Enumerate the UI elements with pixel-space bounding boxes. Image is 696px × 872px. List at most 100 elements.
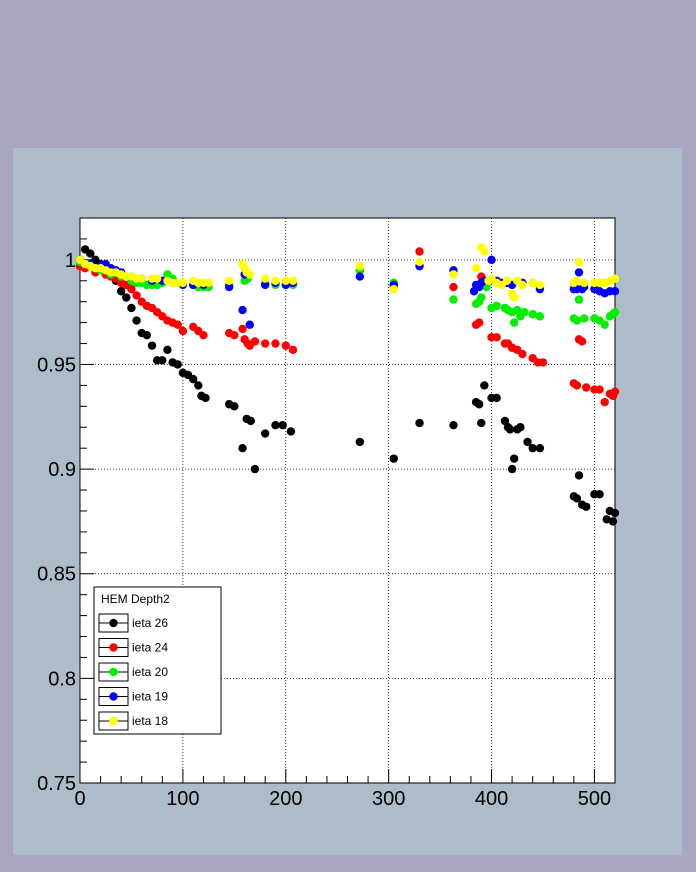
data-point (505, 425, 515, 434)
data-point (224, 282, 234, 292)
legend-marker (109, 716, 118, 726)
legend-marker (109, 692, 118, 701)
data-point (528, 310, 537, 319)
data-point (355, 437, 365, 447)
data-point (610, 387, 620, 396)
series-ieta-18 (75, 243, 620, 302)
axis-ticks: 0 100 200 300 400 500 0.75 0.8 0.85 0.9 0.95 1 (37, 217, 616, 810)
data-point (577, 337, 587, 346)
x-tick-label: 0 (74, 788, 85, 810)
data-point (610, 274, 620, 283)
x-tick-label: 200 (269, 788, 302, 810)
x-tick-label: 100 (166, 788, 199, 810)
data-point (449, 420, 458, 430)
data-point (500, 416, 510, 426)
data-point (173, 320, 182, 329)
data-point (281, 341, 290, 350)
data-point (415, 247, 424, 256)
data-point (116, 287, 126, 296)
legend-label: ieta 26 (132, 616, 168, 630)
data-point (127, 303, 136, 313)
data-point (178, 278, 188, 288)
data-point (415, 418, 424, 428)
data-point (581, 502, 591, 511)
data-point (132, 316, 141, 325)
data-point (572, 381, 582, 390)
data-point (147, 341, 157, 350)
data-point (260, 339, 270, 348)
data-point (238, 443, 247, 453)
data-point (535, 443, 545, 453)
legend-title: HEM Depth2 (101, 592, 170, 606)
data-point (574, 471, 584, 480)
data-point (188, 374, 198, 384)
grid (80, 218, 615, 783)
data-point (509, 318, 519, 327)
data-point (245, 320, 254, 329)
data-point (158, 356, 167, 365)
data-point (260, 429, 270, 438)
x-tick-label: 300 (372, 788, 405, 810)
legend-box (93, 586, 222, 735)
legend: HEM Depth2 ieta 26 ieta 24 ieta 20 ieta 19 i… (93, 586, 222, 735)
data-point (449, 270, 458, 279)
data-point (492, 393, 501, 403)
data-point (86, 249, 95, 258)
legend-label: ieta 18 (132, 714, 168, 728)
data-point (518, 349, 527, 359)
data-point (538, 358, 548, 367)
data-point (595, 490, 604, 499)
data-point (199, 330, 208, 340)
data-point (178, 326, 188, 336)
data-point (516, 423, 525, 432)
data-point (238, 305, 247, 315)
data-point (449, 282, 458, 292)
data-point (127, 284, 136, 294)
data-point (480, 381, 489, 390)
data-point (260, 280, 270, 290)
data-point (449, 295, 458, 304)
y-tick-label: 0.75 (37, 773, 76, 795)
data-point (278, 420, 287, 430)
data-point (194, 381, 203, 390)
data-point (389, 454, 398, 463)
data-point (509, 454, 519, 463)
data-point (477, 418, 486, 428)
data-point (572, 494, 582, 503)
data-point (574, 295, 584, 304)
data-point (610, 287, 620, 296)
data-point (415, 257, 424, 267)
data-point (528, 443, 537, 453)
legend-marker (109, 643, 118, 652)
data-point (528, 278, 537, 288)
data-point (477, 293, 486, 302)
y-tick-label: 0.8 (48, 668, 76, 690)
data-point (250, 464, 260, 474)
data-point (238, 324, 247, 334)
data-point (201, 393, 210, 403)
data-point (132, 291, 141, 300)
data-point (230, 402, 239, 411)
data-point (535, 312, 545, 321)
data-point (610, 307, 620, 317)
data-point (518, 280, 527, 290)
data-point (122, 293, 131, 302)
data-point (581, 383, 591, 392)
data-point (608, 517, 618, 526)
y-tick-label: 1 (65, 250, 76, 272)
data-point (610, 508, 620, 518)
data-point (355, 261, 365, 271)
legend-label: ieta 24 (132, 641, 168, 655)
legend-marker (109, 667, 118, 677)
data-point (574, 257, 584, 267)
data-point (142, 330, 152, 340)
legend-marker (109, 618, 118, 628)
data-point (260, 274, 270, 283)
x-tick-label: 500 (578, 788, 611, 810)
data-point (507, 464, 517, 474)
data-point (535, 280, 545, 290)
data-point (572, 276, 582, 285)
data-point (271, 339, 280, 348)
data-point (173, 360, 182, 369)
data-point (595, 385, 604, 394)
